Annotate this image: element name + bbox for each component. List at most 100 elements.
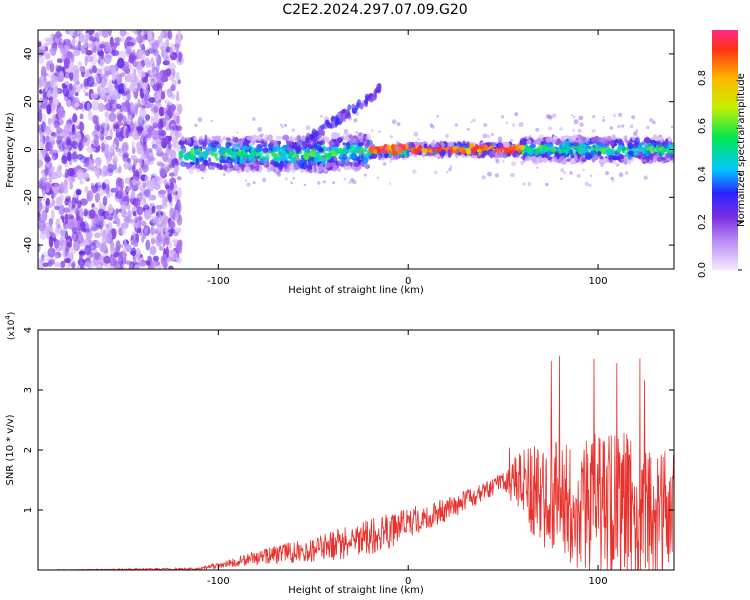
heatmap-cell xyxy=(48,218,53,226)
heatmap-cell xyxy=(240,149,245,157)
heatmap-cell xyxy=(130,239,138,246)
colorbar: 0.0 0.2 0.4 0.6 0.8 Normalized spectral ampl… xyxy=(697,30,747,278)
heatmap-cell xyxy=(97,208,105,217)
heatmap-cell xyxy=(124,99,130,109)
heatmap-cell xyxy=(447,149,451,156)
heatmap-cell xyxy=(146,150,154,162)
heatmap-cell xyxy=(131,30,137,34)
heatmap-cell xyxy=(483,150,489,156)
heatmap-cell xyxy=(50,156,56,161)
heatmap-cell xyxy=(174,43,180,48)
heatmap-cell xyxy=(90,55,98,65)
heatmap-cell xyxy=(256,143,264,149)
heatmap-cell xyxy=(548,126,552,131)
heatmap-cell xyxy=(79,179,84,185)
heatmap-cell xyxy=(100,139,105,147)
heatmap-cell xyxy=(194,123,198,127)
heatmap-cell xyxy=(576,173,581,178)
heatmap-cell xyxy=(305,137,310,144)
heatmap-cell xyxy=(91,51,97,57)
heatmap-cell xyxy=(466,141,470,149)
heatmap-cell xyxy=(131,231,137,242)
heatmap-cell xyxy=(633,131,638,136)
heatmap-cell xyxy=(133,233,137,245)
heatmap-cell xyxy=(293,143,298,150)
heatmap-cell xyxy=(520,155,526,160)
heatmap-cell xyxy=(41,254,45,262)
heatmap-cell xyxy=(72,158,78,163)
heatmap-cell xyxy=(97,50,105,57)
heatmap-cell xyxy=(62,241,66,250)
heatmap-cell xyxy=(559,127,563,131)
heatmap-cell xyxy=(503,141,510,148)
heatmap-cell xyxy=(49,63,55,73)
heatmap-cell xyxy=(639,146,644,152)
heatmap-cell xyxy=(669,153,674,161)
heatmap-cell xyxy=(415,143,418,146)
snr-panel: -100 0 100 1 2 3 4 Height of straight line (k… xyxy=(4,312,675,596)
heatmap-cell xyxy=(256,135,260,141)
heatmap-cell xyxy=(99,30,103,37)
heatmap-cell xyxy=(592,115,596,119)
heatmap-cell xyxy=(572,128,575,132)
heatmap-cell xyxy=(434,170,438,175)
heatmap-cell xyxy=(246,135,253,141)
heatmap-cell xyxy=(116,217,121,228)
heatmap-cell xyxy=(148,97,156,104)
heatmap-cell xyxy=(60,260,66,268)
heatmap-cell xyxy=(290,181,293,185)
heatmap-cell xyxy=(150,115,154,125)
heatmap-cell xyxy=(40,66,47,77)
heatmap-cell xyxy=(619,112,622,116)
heatmap-cell xyxy=(123,81,128,93)
heatmap-cell xyxy=(287,162,292,168)
heatmap-cell xyxy=(198,155,204,159)
heatmap-cell xyxy=(38,201,43,212)
heatmap-cell xyxy=(60,235,65,241)
heatmap-cell xyxy=(126,203,131,210)
heatmap-cell xyxy=(493,152,498,157)
heatmap-cell xyxy=(38,184,44,189)
heatmap-cell xyxy=(135,251,141,260)
heatmap-cell xyxy=(131,48,136,58)
heatmap-cell xyxy=(68,131,77,140)
heatmap-cell xyxy=(132,134,140,141)
heatmap-cell xyxy=(173,165,178,177)
heatmap-cell xyxy=(529,144,536,149)
heatmap-cell xyxy=(165,246,169,258)
heatmap-cell xyxy=(61,130,68,137)
heatmap-cell xyxy=(209,162,217,166)
heatmap-cell xyxy=(68,261,76,267)
heatmap-cell xyxy=(38,110,43,123)
heatmap-cell xyxy=(91,100,100,111)
heatmap-cell xyxy=(211,140,218,148)
bottom-x-tick-label: 0 xyxy=(405,576,411,587)
heatmap-cell xyxy=(459,148,462,151)
heatmap-cell xyxy=(630,148,637,152)
heatmap-cell xyxy=(570,114,573,117)
heatmap-cell xyxy=(332,181,336,185)
heatmap-cell xyxy=(173,232,179,237)
heatmap-cell xyxy=(149,245,157,256)
heatmap-cell xyxy=(114,212,119,221)
heatmap-cell xyxy=(146,31,153,41)
heatmap-cell xyxy=(131,140,135,150)
heatmap-cell xyxy=(335,117,340,124)
heatmap-cell xyxy=(128,261,136,269)
heatmap-cell xyxy=(454,123,459,127)
heatmap-cell xyxy=(64,246,69,257)
heatmap-cell xyxy=(423,143,428,149)
heatmap-cell xyxy=(433,144,440,148)
heatmap-cell xyxy=(84,186,89,194)
heatmap-cell xyxy=(72,38,78,43)
heatmap-cell xyxy=(563,171,567,175)
heatmap-cell xyxy=(373,148,378,155)
heatmap-cell xyxy=(156,212,160,219)
heatmap-cell xyxy=(132,164,136,173)
heatmap-cell xyxy=(86,190,94,202)
heatmap-cell xyxy=(71,231,79,242)
heatmap-cell xyxy=(143,225,151,236)
heatmap-cell xyxy=(354,157,361,161)
heatmap-cell xyxy=(137,98,141,107)
heatmap-cell xyxy=(206,147,210,152)
